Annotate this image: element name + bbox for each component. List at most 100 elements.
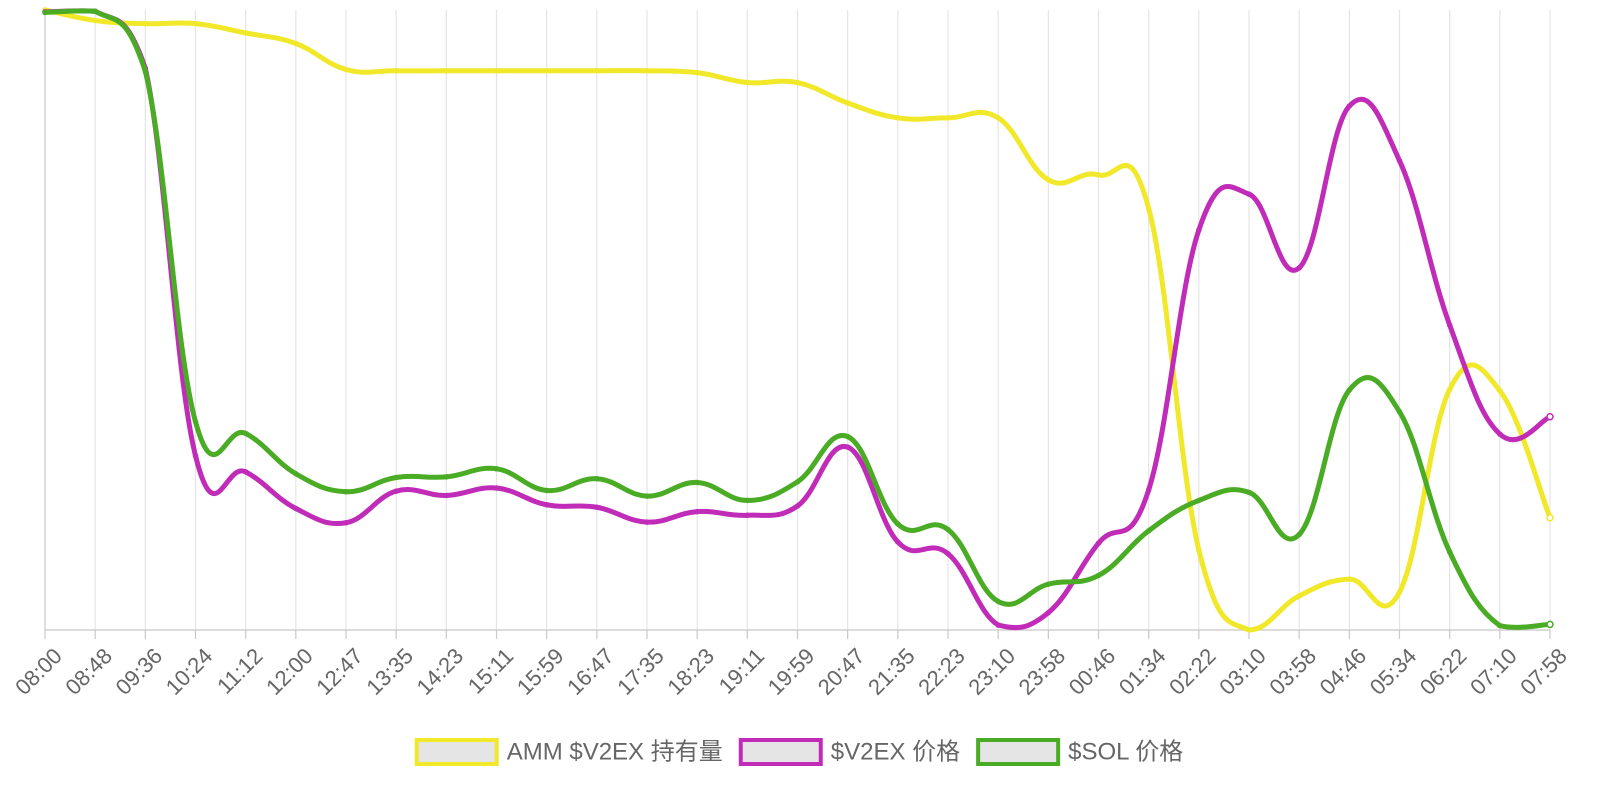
- legend-item-0[interactable]: AMM $V2EX 持有量: [414, 738, 723, 766]
- data-point[interactable]: [1346, 387, 1353, 393]
- data-point[interactable]: [293, 505, 299, 512]
- data-point[interactable]: [42, 9, 48, 16]
- data-point[interactable]: [1196, 497, 1202, 504]
- data-point[interactable]: [192, 418, 199, 425]
- data-point[interactable]: [995, 598, 1001, 605]
- data-point[interactable]: [995, 622, 1001, 628]
- data-point[interactable]: [393, 474, 399, 481]
- data-point[interactable]: [594, 68, 600, 74]
- data-point[interactable]: [1145, 205, 1152, 212]
- data-point[interactable]: [1396, 157, 1403, 164]
- data-point[interactable]: [1546, 620, 1554, 629]
- x-tick-label: 07:58: [1515, 643, 1572, 700]
- data-point[interactable]: [1497, 387, 1503, 394]
- data-point[interactable]: [945, 526, 951, 533]
- data-point[interactable]: [242, 430, 249, 437]
- data-point[interactable]: [393, 488, 399, 494]
- data-point[interactable]: [1145, 487, 1152, 493]
- data-point[interactable]: [1196, 547, 1202, 553]
- data-point[interactable]: [1346, 103, 1353, 109]
- data-point[interactable]: [945, 550, 951, 557]
- data-point[interactable]: [343, 519, 349, 526]
- data-point[interactable]: [1246, 489, 1252, 496]
- data-point[interactable]: [794, 79, 801, 86]
- data-point[interactable]: [644, 519, 650, 525]
- data-point[interactable]: [92, 17, 98, 24]
- data-point[interactable]: [1045, 177, 1052, 183]
- data-point[interactable]: [594, 475, 600, 482]
- data-point[interactable]: [895, 115, 901, 121]
- data-point[interactable]: [343, 66, 349, 73]
- data-point[interactable]: [443, 68, 450, 74]
- data-point[interactable]: [1396, 409, 1403, 415]
- data-point[interactable]: [744, 497, 751, 504]
- data-point[interactable]: [343, 488, 349, 495]
- data-point[interactable]: [393, 68, 399, 74]
- data-point[interactable]: [1045, 609, 1052, 616]
- data-point[interactable]: [644, 493, 650, 499]
- data-point[interactable]: [844, 444, 851, 450]
- data-point[interactable]: [694, 508, 700, 515]
- data-point[interactable]: [644, 68, 650, 74]
- data-point[interactable]: [744, 512, 751, 519]
- data-point[interactable]: [1296, 531, 1302, 538]
- data-point[interactable]: [543, 68, 550, 74]
- data-point[interactable]: [694, 69, 700, 76]
- data-point[interactable]: [895, 539, 901, 545]
- data-point[interactable]: [1396, 589, 1403, 595]
- x-tick-label: 12:00: [261, 643, 318, 700]
- data-point[interactable]: [1497, 431, 1503, 437]
- data-point[interactable]: [1296, 593, 1302, 599]
- data-point[interactable]: [543, 487, 550, 494]
- data-point[interactable]: [594, 504, 600, 510]
- data-point[interactable]: [1346, 576, 1353, 582]
- data-point[interactable]: [694, 479, 700, 486]
- data-point[interactable]: [192, 20, 199, 27]
- data-point[interactable]: [443, 474, 450, 480]
- data-point[interactable]: [242, 469, 249, 475]
- data-point[interactable]: [794, 503, 801, 509]
- legend-item-1[interactable]: $V2EX 价格: [738, 738, 960, 766]
- data-point[interactable]: [142, 20, 149, 27]
- data-point[interactable]: [493, 68, 500, 74]
- data-point[interactable]: [1296, 265, 1302, 271]
- x-tick-label: 00:46: [1064, 643, 1121, 700]
- data-point[interactable]: [142, 68, 149, 75]
- data-point[interactable]: [293, 471, 299, 477]
- data-point[interactable]: [1095, 540, 1102, 546]
- data-point[interactable]: [493, 466, 500, 472]
- data-point[interactable]: [1246, 191, 1252, 197]
- x-tick-label: 10:24: [161, 643, 218, 700]
- data-point[interactable]: [92, 8, 98, 14]
- grid-lines: [44, 10, 1551, 639]
- data-point[interactable]: [242, 30, 249, 36]
- data-point[interactable]: [1497, 622, 1503, 629]
- data-point[interactable]: [744, 79, 751, 86]
- legend-item-2[interactable]: $SOL 价格: [976, 738, 1183, 766]
- data-point[interactable]: [443, 492, 450, 499]
- data-point[interactable]: [1095, 172, 1102, 178]
- data-point[interactable]: [293, 40, 299, 47]
- data-point[interactable]: [1446, 386, 1453, 393]
- data-point[interactable]: [1196, 227, 1202, 233]
- data-point[interactable]: [844, 100, 851, 106]
- data-point[interactable]: [895, 521, 901, 527]
- data-point[interactable]: [1246, 627, 1252, 633]
- data-point[interactable]: [192, 453, 199, 459]
- legend-swatch: [738, 738, 823, 766]
- data-point[interactable]: [543, 502, 550, 508]
- data-point[interactable]: [995, 115, 1001, 121]
- data-point[interactable]: [1446, 549, 1453, 555]
- data-point[interactable]: [1446, 322, 1453, 328]
- data-point[interactable]: [493, 485, 500, 491]
- data-point[interactable]: [1546, 412, 1554, 421]
- data-point[interactable]: [1045, 581, 1052, 587]
- data-point[interactable]: [794, 479, 801, 485]
- data-point[interactable]: [844, 433, 851, 440]
- data-point[interactable]: [1095, 572, 1102, 579]
- x-tick-label: 14:23: [412, 643, 469, 700]
- data-point[interactable]: [1145, 528, 1152, 534]
- data-point[interactable]: [945, 115, 951, 121]
- data-point[interactable]: [1546, 514, 1554, 522]
